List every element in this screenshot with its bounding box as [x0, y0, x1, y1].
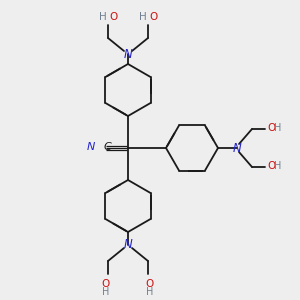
Text: H: H [274, 123, 281, 133]
Text: H: H [139, 12, 147, 22]
Text: N: N [124, 47, 132, 61]
Text: O: O [109, 12, 117, 22]
Text: O: O [102, 279, 110, 289]
Text: H: H [99, 12, 107, 22]
Text: C: C [103, 142, 111, 152]
Text: N: N [232, 142, 242, 154]
Text: O: O [267, 161, 275, 171]
Text: O: O [149, 12, 157, 22]
Text: H: H [146, 287, 154, 297]
Text: O: O [267, 123, 275, 133]
Text: N: N [124, 238, 132, 251]
Text: H: H [102, 287, 110, 297]
Text: H: H [274, 161, 281, 171]
Text: N: N [87, 142, 95, 152]
Text: O: O [146, 279, 154, 289]
